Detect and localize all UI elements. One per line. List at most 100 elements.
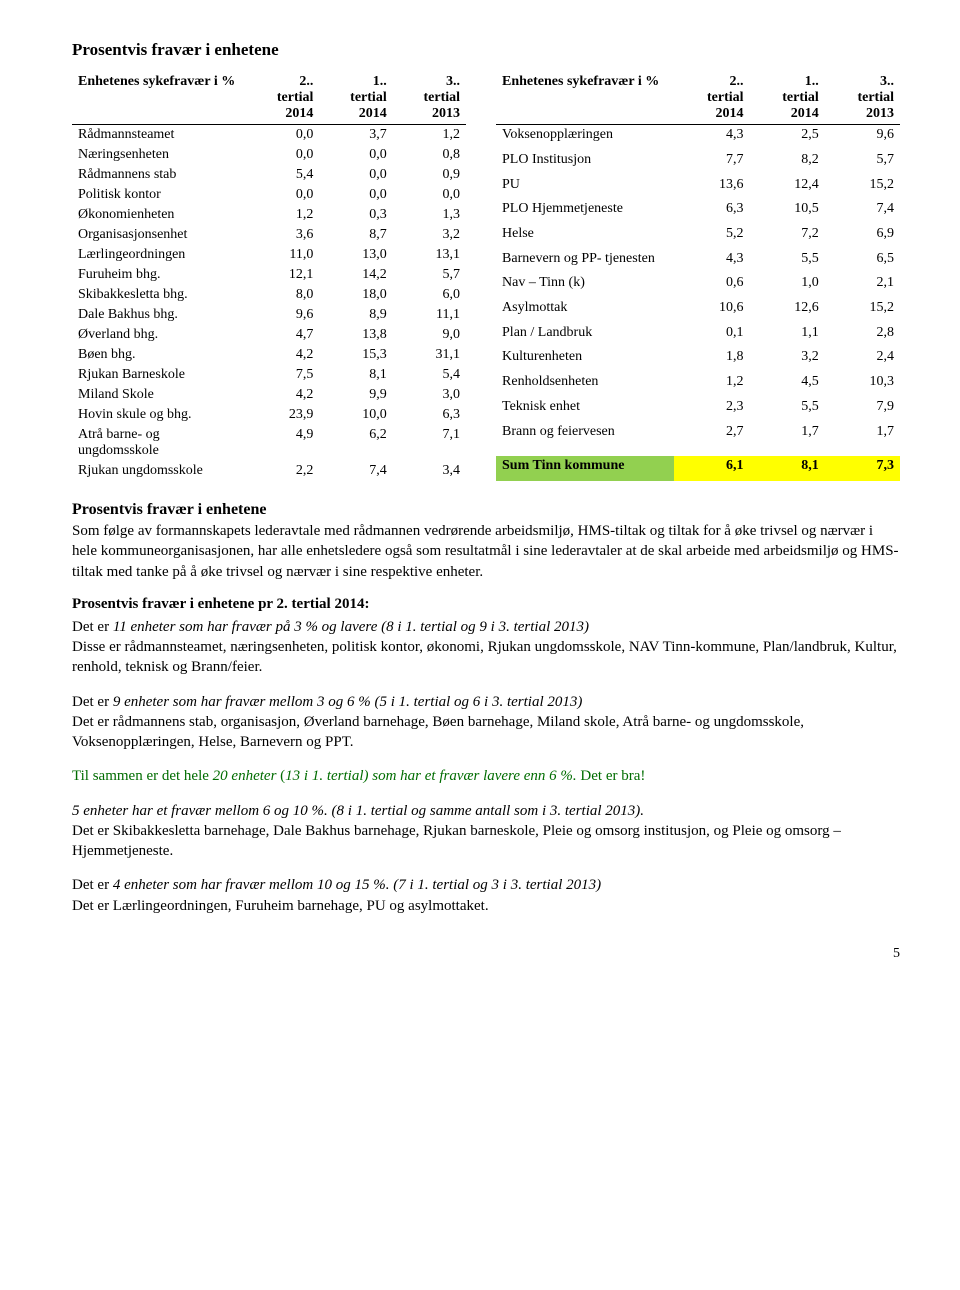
row-value: 2,7: [674, 422, 749, 447]
row-value: 6,3: [393, 405, 466, 425]
row-value: 7,4: [319, 461, 392, 481]
row-value: 6,0: [393, 285, 466, 305]
column-header-label: Enhetenes sykefravær i %: [496, 72, 674, 125]
row-value: 5,7: [393, 265, 466, 285]
para-3pct: Det er 11 enheter som har fravær på 3 % …: [72, 617, 900, 678]
row-label: Rådmannsteamet: [72, 125, 246, 146]
table-row: Rjukan Barneskole7,58,15,4: [72, 365, 466, 385]
row-label: Skibakkesletta bhg.: [72, 285, 246, 305]
row-value: 7,2: [750, 224, 825, 249]
row-value: 2,4: [825, 347, 900, 372]
row-value: 7,1: [393, 425, 466, 461]
row-label: Bøen bhg.: [72, 345, 246, 365]
row-label: Hovin skule og bhg.: [72, 405, 246, 425]
row-value: 3,0: [393, 385, 466, 405]
row-value: 7,7: [674, 150, 749, 175]
green-mid: (: [276, 768, 285, 784]
p3-ital: 5 enheter har et fravær mellom 6 og 10 %…: [72, 803, 644, 819]
table-row: Barnevern og PP- tjenesten4,35,56,5: [496, 249, 900, 274]
table-row: Lærlingeordningen11,013,013,1: [72, 245, 466, 265]
p1-body: Disse er rådmannsteamet, næringsenheten,…: [72, 639, 897, 675]
row-value: 9,0: [393, 325, 466, 345]
row-value: 9,9: [319, 385, 392, 405]
row-value: 31,1: [393, 345, 466, 365]
row-label: Rjukan Barneskole: [72, 365, 246, 385]
table-row: Hovin skule og bhg.23,910,06,3: [72, 405, 466, 425]
p2-ital: 9 enheter som har fravær mellom 3 og 6 %…: [113, 694, 583, 710]
row-value: 8,7: [319, 225, 392, 245]
column-header: 3..tertial2013: [825, 72, 900, 125]
row-label: Plan / Landbruk: [496, 323, 674, 348]
section2-title: Prosentvis fravær i enhetene pr 2. terti…: [72, 596, 900, 613]
tables-row: Enhetenes sykefravær i %2..tertial20141.…: [72, 72, 900, 481]
row-value: 1,0: [750, 273, 825, 298]
row-value: 12,6: [750, 298, 825, 323]
row-value: 11,0: [246, 245, 319, 265]
p2-body: Det er rådmannens stab, organisasjon, Øv…: [72, 714, 804, 750]
row-value: 1,2: [674, 372, 749, 397]
row-value: 12,1: [246, 265, 319, 285]
row-value: 4,5: [750, 372, 825, 397]
row-value: 2,1: [825, 273, 900, 298]
row-label: Rådmannens stab: [72, 165, 246, 185]
green-tail: Det er bra!: [577, 768, 646, 784]
table-row: Politisk kontor0,00,00,0: [72, 185, 466, 205]
sum-label: Sum Tinn kommune: [496, 456, 674, 481]
row-value: 0,0: [246, 145, 319, 165]
section1-title: Prosentvis fravær i enhetene: [72, 501, 900, 519]
row-value: 6,9: [825, 224, 900, 249]
row-value: 0,9: [393, 165, 466, 185]
row-value: 9,6: [246, 305, 319, 325]
row-label: Øverland bhg.: [72, 325, 246, 345]
table-row: Kulturenheten1,83,22,4: [496, 347, 900, 372]
p1-ital: 11 enheter som har fravær på 3 % og lave…: [113, 619, 589, 635]
row-label: Politisk kontor: [72, 185, 246, 205]
row-value: 13,1: [393, 245, 466, 265]
row-value: 7,5: [246, 365, 319, 385]
row-value: 0,0: [246, 125, 319, 146]
table-row: PLO Institusjon7,78,25,7: [496, 150, 900, 175]
table-row: Brann og feiervesen2,71,71,7: [496, 422, 900, 447]
row-value: 3,7: [319, 125, 392, 146]
sum-row: Sum Tinn kommune6,18,17,3: [496, 456, 900, 481]
row-value: 5,4: [393, 365, 466, 385]
green-ital: 20 enheter: [213, 768, 277, 784]
row-value: 12,4: [750, 175, 825, 200]
row-label: Furuheim bhg.: [72, 265, 246, 285]
row-value: 13,6: [674, 175, 749, 200]
row-label: Kulturenheten: [496, 347, 674, 372]
row-value: 1,7: [825, 422, 900, 447]
column-header-label: Enhetenes sykefravær i %: [72, 72, 246, 125]
row-value: 15,3: [319, 345, 392, 365]
row-value: 15,2: [825, 175, 900, 200]
table-row: Renholdsenheten1,24,510,3: [496, 372, 900, 397]
row-label: Helse: [496, 224, 674, 249]
row-value: 1,8: [674, 347, 749, 372]
row-value: 6,5: [825, 249, 900, 274]
section1-text: Som følge av formannskapets lederavtale …: [72, 521, 900, 582]
table-row: Organisasjonsenhet3,68,73,2: [72, 225, 466, 245]
table-row: Voksenopplæringen4,32,59,6: [496, 125, 900, 150]
row-value: 0,3: [319, 205, 392, 225]
row-value: 6,3: [674, 199, 749, 224]
p4-body: Det er Lærlingeordningen, Furuheim barne…: [72, 898, 489, 914]
p4-ital: 4 enheter som har fravær mellom 10 og 15…: [113, 877, 601, 893]
green-ital2: 13 i 1. tertial) som har et fravær laver…: [285, 768, 577, 784]
row-value: 0,6: [674, 273, 749, 298]
row-value: 23,9: [246, 405, 319, 425]
row-label: Brann og feiervesen: [496, 422, 674, 447]
row-value: 0,8: [393, 145, 466, 165]
row-value: 0,0: [319, 145, 392, 165]
sum-value: 7,3: [825, 456, 900, 481]
row-label: Dale Bakhus bhg.: [72, 305, 246, 325]
table-row: Asylmottak10,612,615,2: [496, 298, 900, 323]
row-value: 7,4: [825, 199, 900, 224]
row-label: Nav – Tinn (k): [496, 273, 674, 298]
table-spacer: [496, 446, 900, 456]
table-row: Øverland bhg.4,713,89,0: [72, 325, 466, 345]
p1-lead: Det er: [72, 619, 113, 635]
row-value: 4,7: [246, 325, 319, 345]
row-value: 4,9: [246, 425, 319, 461]
row-value: 8,1: [319, 365, 392, 385]
table-row: Helse5,27,26,9: [496, 224, 900, 249]
